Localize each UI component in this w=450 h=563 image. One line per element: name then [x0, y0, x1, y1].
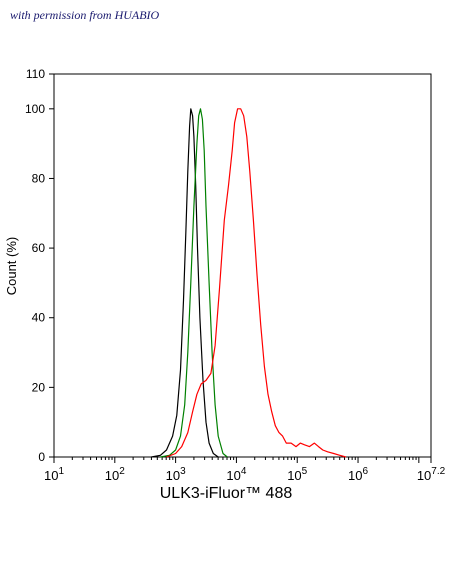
x-tick-label: 104	[226, 466, 246, 483]
y-tick-label: 60	[32, 241, 46, 255]
series-layer	[151, 108, 347, 458]
series-line-2	[160, 108, 228, 458]
x-tick-label: 102	[105, 466, 125, 483]
x-tick-label: 103	[166, 466, 186, 483]
y-tick-label: 20	[32, 380, 46, 394]
x-axis-label: ULK3-iFluor™ 488	[160, 485, 293, 502]
plot-border	[53, 73, 432, 458]
y-tick-label: 100	[25, 102, 45, 116]
y-tick-label: 80	[32, 171, 46, 185]
series-line-3	[166, 108, 347, 458]
x-tick-label: 101	[44, 466, 64, 483]
y-axis-ticks: 0 20 40 60 80 100 110	[25, 67, 54, 464]
y-tick-label: 40	[32, 311, 46, 325]
y-tick-label: 0	[38, 450, 45, 464]
series-line-1	[151, 108, 219, 458]
y-tick-label: 110	[26, 67, 45, 81]
watermark-text: with permission from HUABIO	[10, 8, 160, 22]
x-tick-label: 107.2	[417, 466, 446, 483]
x-tick-label: 106	[348, 466, 368, 483]
x-tick-label: 105	[287, 466, 307, 483]
y-axis-label: Count (%)	[4, 237, 19, 296]
x-axis-ticks: 101 102 103 104 105 106 107.2	[44, 457, 446, 483]
plot-frame	[53, 73, 432, 458]
